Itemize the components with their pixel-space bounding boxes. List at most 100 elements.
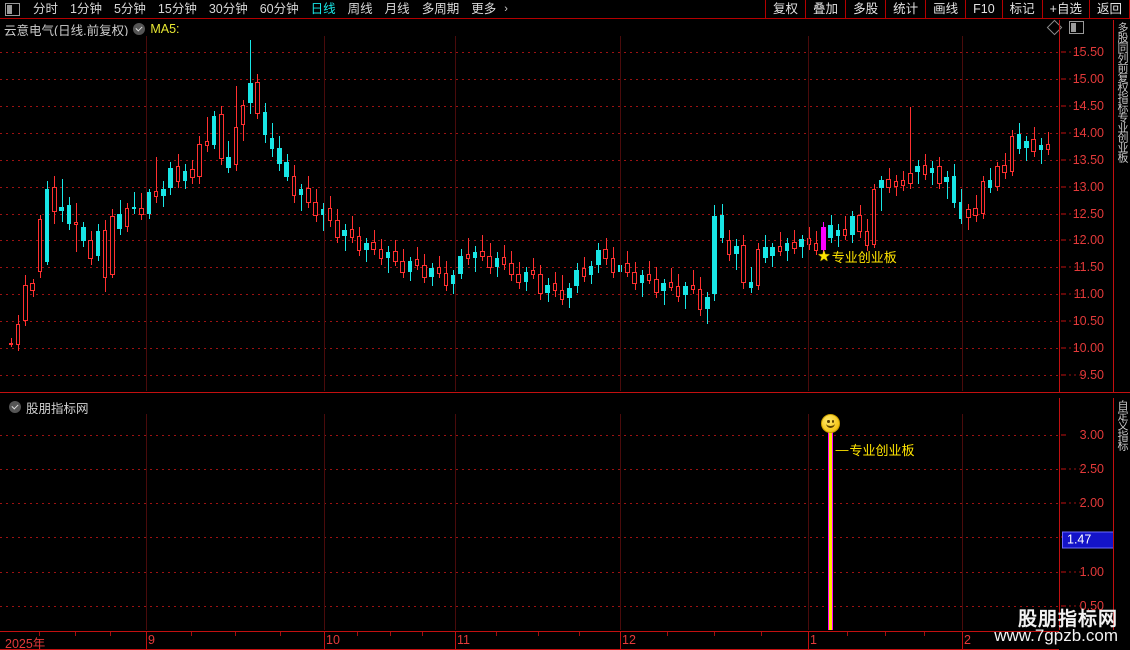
- date-gridline: [455, 36, 456, 391]
- period-tab-9[interactable]: 多周期: [421, 1, 460, 16]
- price-tick-dots: [1069, 51, 1083, 53]
- price-tick-dots: [1069, 266, 1083, 268]
- price-tick-mark: [1061, 105, 1066, 107]
- indicator-settings-icon[interactable]: [133, 23, 146, 35]
- price-tick-dots: [1069, 293, 1083, 295]
- indicator-chart-plot[interactable]: — 专业创业板: [0, 414, 1059, 630]
- back-button[interactable]: 返回: [1088, 0, 1130, 19]
- date-gridline: [455, 414, 456, 630]
- date-minor-tick: [39, 632, 40, 636]
- date-minor-tick: [667, 632, 668, 636]
- date-minor-tick: [75, 632, 76, 636]
- price-tick-mark: [1061, 159, 1066, 161]
- date-minor-tick: [714, 632, 715, 636]
- main-panel-header: 云意电气(日线.前复权) MA5:: [4, 20, 180, 38]
- date-axis: 2025年 9 10 11 12 1 2: [0, 631, 1059, 650]
- price-tick-dots: [1069, 374, 1083, 376]
- page-title: 云意电气(日线.前复权): [4, 23, 129, 38]
- date-gridline: [620, 414, 621, 630]
- price-tick-dots: [1069, 105, 1083, 107]
- indicator-gridline: [0, 571, 1059, 573]
- indicator-tick-mark: [1061, 502, 1066, 504]
- date-gridline: [146, 36, 147, 391]
- date-minor-tick: [885, 632, 886, 636]
- price-tick-label: 15.00: [1072, 72, 1104, 86]
- sub-indicator-settings-icon[interactable]: [9, 401, 21, 413]
- price-gridline: [0, 159, 1059, 161]
- add-watchlist-button[interactable]: +自选: [1041, 0, 1089, 19]
- watermark-url: www.7gpzb.com: [994, 626, 1118, 645]
- indicator-tick-mark: [1061, 434, 1066, 436]
- period-tab-6[interactable]: 日线: [310, 1, 336, 16]
- period-tab-5[interactable]: 60分钟: [259, 1, 299, 16]
- date-axis-divider: [455, 632, 456, 649]
- indicator-tick-mark: [1061, 605, 1066, 607]
- multi-stock-button[interactable]: 多股: [845, 0, 885, 19]
- period-tab-0[interactable]: 分时: [33, 1, 59, 16]
- indicator-tick-dots: [1069, 502, 1083, 504]
- date-minor-tick: [235, 632, 236, 636]
- indicator-tick-mark: [1061, 468, 1066, 470]
- price-tick-label: 11.50: [1073, 260, 1104, 275]
- price-tick-mark: [1061, 51, 1066, 53]
- date-minor-tick: [357, 632, 358, 636]
- sub-panel-title: 股朋指标网: [26, 401, 89, 416]
- price-tick-mark: [1061, 132, 1066, 134]
- date-axis-divider: [324, 632, 325, 649]
- indicator-tick-label: 0.50: [1079, 599, 1104, 613]
- price-gridline: [0, 374, 1059, 376]
- indicator-gridline: [0, 434, 1059, 436]
- price-tick-mark: [1061, 293, 1066, 295]
- period-tab-1[interactable]: 1分钟: [70, 1, 102, 16]
- f10-button[interactable]: F10: [965, 0, 1002, 19]
- drawing-button[interactable]: 画线: [925, 0, 965, 19]
- panel-divider: [0, 392, 1130, 393]
- indicator-tick-label: 2.00: [1079, 496, 1104, 511]
- price-tick-dots: [1069, 132, 1083, 134]
- statistics-button[interactable]: 统计: [885, 0, 925, 19]
- price-gridline: [0, 267, 1059, 269]
- panel-split-icon[interactable]: [5, 2, 20, 16]
- period-more-chevron-icon[interactable]: ›: [504, 2, 508, 15]
- period-tab-group: 分时 1分钟 5分钟 15分钟 30分钟 60分钟 日线 周线 月线 多周期 更多 ›: [27, 0, 514, 19]
- price-tick-dots: [1069, 186, 1083, 188]
- indicator-tick-mark: [1061, 571, 1066, 573]
- price-tick-label: 11.00: [1073, 287, 1104, 302]
- layout-split-icon[interactable]: [1069, 21, 1084, 34]
- period-tab-8[interactable]: 月线: [384, 1, 410, 16]
- date-gridline: [808, 36, 809, 391]
- price-tick-label: 15.50: [1072, 45, 1104, 60]
- current-value-badge: 1.47: [1062, 531, 1129, 548]
- price-gridline: [0, 132, 1059, 134]
- price-tick-mark: [1061, 320, 1066, 322]
- period-tab-7[interactable]: 周线: [347, 1, 373, 16]
- date-minor-tick: [538, 632, 539, 636]
- adjust-button[interactable]: 复权: [765, 0, 805, 19]
- price-tick-label: 10.50: [1072, 314, 1104, 329]
- price-tick-dots: [1069, 239, 1083, 241]
- mark-button[interactable]: 标记: [1001, 0, 1042, 19]
- date-minor-tick: [924, 632, 925, 636]
- date-axis-divider: [962, 632, 963, 649]
- indicator-marker-label: 专业创业板: [849, 443, 915, 459]
- price-tick-label: 10.00: [1072, 341, 1104, 355]
- period-tab-4[interactable]: 30分钟: [208, 1, 248, 16]
- date-minor-tick: [191, 632, 192, 636]
- price-tick-dots: [1069, 347, 1083, 349]
- price-gridline: [0, 240, 1059, 242]
- price-gridline: [0, 294, 1059, 296]
- period-tab-3[interactable]: 15分钟: [157, 1, 197, 16]
- price-tick-dots: [1069, 159, 1083, 161]
- period-tab-10[interactable]: 更多: [471, 1, 497, 16]
- price-gridline: [0, 186, 1059, 188]
- price-tick-dots: [1069, 78, 1083, 80]
- main-panel-header-icons: [1046, 19, 1084, 36]
- price-chart-plot[interactable]: ★ 专业创业板: [0, 36, 1059, 391]
- indicator-tick-dots: [1069, 571, 1083, 573]
- overlay-button[interactable]: 叠加: [805, 0, 845, 19]
- price-tick-label: 14.00: [1072, 125, 1104, 140]
- date-axis-divider: [808, 632, 809, 649]
- period-tab-2[interactable]: 5分钟: [113, 1, 146, 16]
- indicator-tick-dots: [1069, 605, 1083, 607]
